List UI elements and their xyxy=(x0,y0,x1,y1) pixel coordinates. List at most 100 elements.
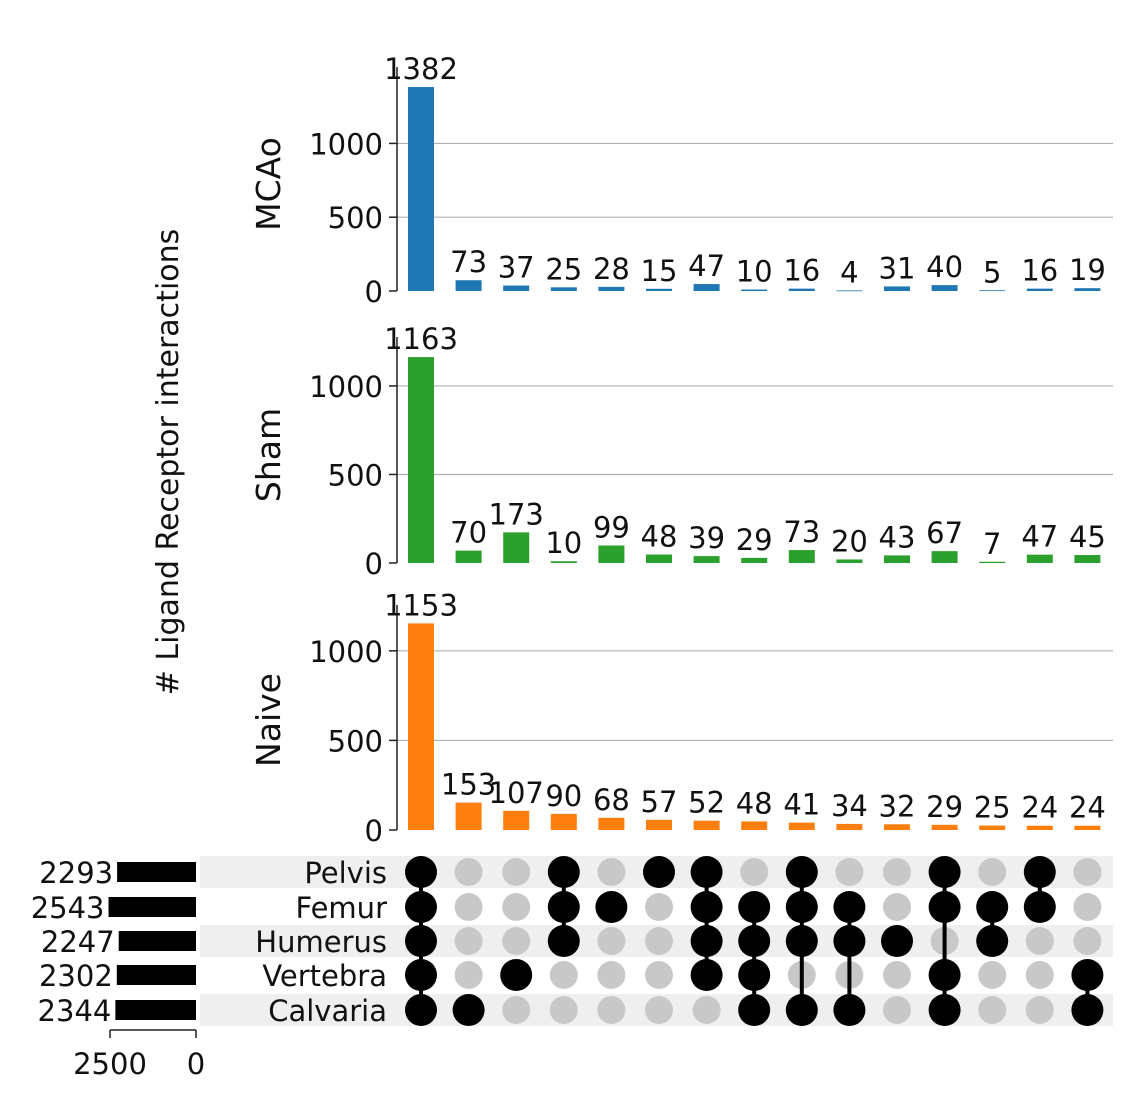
matrix-dot-inactive xyxy=(1025,927,1054,955)
matrix-dot-inactive xyxy=(1073,893,1102,921)
matrix-dot-active xyxy=(405,959,437,991)
set-size-tick-label: 0 xyxy=(187,1047,205,1081)
matrix-dot-inactive xyxy=(740,858,769,886)
matrix-dot-active xyxy=(547,856,580,888)
bar xyxy=(1026,825,1053,830)
bar-value-label: 57 xyxy=(641,785,678,819)
bar-value-label: 25 xyxy=(974,791,1011,825)
set-label: Vertebra xyxy=(262,959,387,993)
bar-value-label: 173 xyxy=(489,497,544,531)
matrix-dot-inactive xyxy=(454,927,483,955)
matrix-dot-inactive xyxy=(883,858,911,886)
y-tick-label: 1000 xyxy=(309,635,383,669)
bar xyxy=(788,822,815,830)
bar-value-label: 29 xyxy=(736,523,773,557)
bar-value-label: 48 xyxy=(736,786,773,820)
matrix-dot-inactive xyxy=(645,893,673,921)
matrix-dot-active xyxy=(405,925,437,957)
matrix-dot-inactive xyxy=(835,858,864,886)
bar xyxy=(1074,555,1101,563)
bar-value-label: 1382 xyxy=(384,52,458,86)
bar-value-label: 48 xyxy=(641,520,678,554)
bar-value-label: 29 xyxy=(926,790,963,824)
panel-label: MCAo xyxy=(249,137,288,231)
matrix-dot-active xyxy=(405,891,437,923)
bar-value-label: 1163 xyxy=(384,322,458,356)
y-tick-label: 1000 xyxy=(309,370,383,404)
matrix-dot-inactive xyxy=(978,961,1007,989)
matrix-dot-active xyxy=(690,891,723,923)
matrix-dot-active xyxy=(928,891,961,923)
bar-value-label: 1153 xyxy=(384,588,458,622)
bar xyxy=(788,550,815,563)
bar xyxy=(455,550,482,563)
matrix-dot-active xyxy=(690,925,723,957)
bar-value-label: 67 xyxy=(926,516,963,550)
bar xyxy=(455,280,482,291)
matrix-dot-inactive xyxy=(883,996,911,1024)
matrix-dot-inactive xyxy=(883,961,911,989)
bar-value-label: 10 xyxy=(545,526,582,560)
bar xyxy=(884,286,910,291)
bar xyxy=(1074,288,1101,291)
set-size-bar xyxy=(116,965,196,985)
bar xyxy=(788,288,815,291)
matrix-dot-inactive xyxy=(1025,961,1054,989)
bar-value-label: 19 xyxy=(1069,253,1106,287)
matrix-dot-inactive xyxy=(1025,996,1054,1024)
matrix-dot-inactive xyxy=(692,996,721,1024)
panel-label: Sham xyxy=(249,408,288,502)
bar xyxy=(836,823,863,830)
bar-value-label: 24 xyxy=(1021,791,1058,825)
bar xyxy=(979,561,1006,563)
bar xyxy=(693,556,720,563)
set-size-label: 2293 xyxy=(39,856,113,890)
set-size-bar xyxy=(117,862,196,882)
matrix-dot-inactive xyxy=(1073,858,1102,886)
matrix-dot-inactive xyxy=(645,927,673,955)
bar xyxy=(646,819,672,830)
bar xyxy=(1026,554,1053,563)
bar xyxy=(979,290,1006,292)
matrix-dot-active xyxy=(738,994,771,1026)
matrix-dot-inactive xyxy=(549,996,578,1024)
bar xyxy=(455,802,482,830)
bar-value-label: 16 xyxy=(1021,254,1058,288)
set-size-bar xyxy=(115,1000,196,1020)
matrix-dot-inactive xyxy=(454,961,483,989)
matrix-dot-active xyxy=(1023,856,1056,888)
bar xyxy=(503,810,530,830)
matrix-dot-active xyxy=(1071,994,1104,1026)
bar xyxy=(503,532,530,563)
bar-value-label: 34 xyxy=(831,789,868,823)
bar xyxy=(408,87,434,292)
matrix-dot-inactive xyxy=(454,893,483,921)
bar-value-label: 28 xyxy=(593,252,630,286)
matrix-dot-active xyxy=(452,994,485,1026)
matrix-dot-inactive xyxy=(597,996,626,1024)
bar-value-label: 20 xyxy=(831,524,868,558)
matrix-dot-active xyxy=(976,891,1009,923)
set-size-tick-label: 2500 xyxy=(73,1047,147,1081)
bar-value-label: 40 xyxy=(926,250,963,284)
set-label: Femur xyxy=(296,891,388,925)
matrix-dot-active xyxy=(500,959,533,991)
matrix-dot-inactive xyxy=(978,996,1007,1024)
bar-value-label: 5 xyxy=(983,255,1001,289)
bar-value-label: 45 xyxy=(1069,520,1106,554)
panel-label: Naive xyxy=(249,673,288,767)
bar xyxy=(550,561,577,563)
set-size-label: 2344 xyxy=(38,994,112,1028)
set-size-bar xyxy=(118,931,196,951)
matrix-dot-active xyxy=(547,891,580,923)
matrix-dot-inactive xyxy=(645,961,673,989)
matrix-dot-active xyxy=(833,994,866,1026)
matrix-dot-active xyxy=(738,959,771,991)
bar xyxy=(836,559,863,563)
bar xyxy=(693,820,720,830)
bar-value-label: 68 xyxy=(593,783,630,817)
